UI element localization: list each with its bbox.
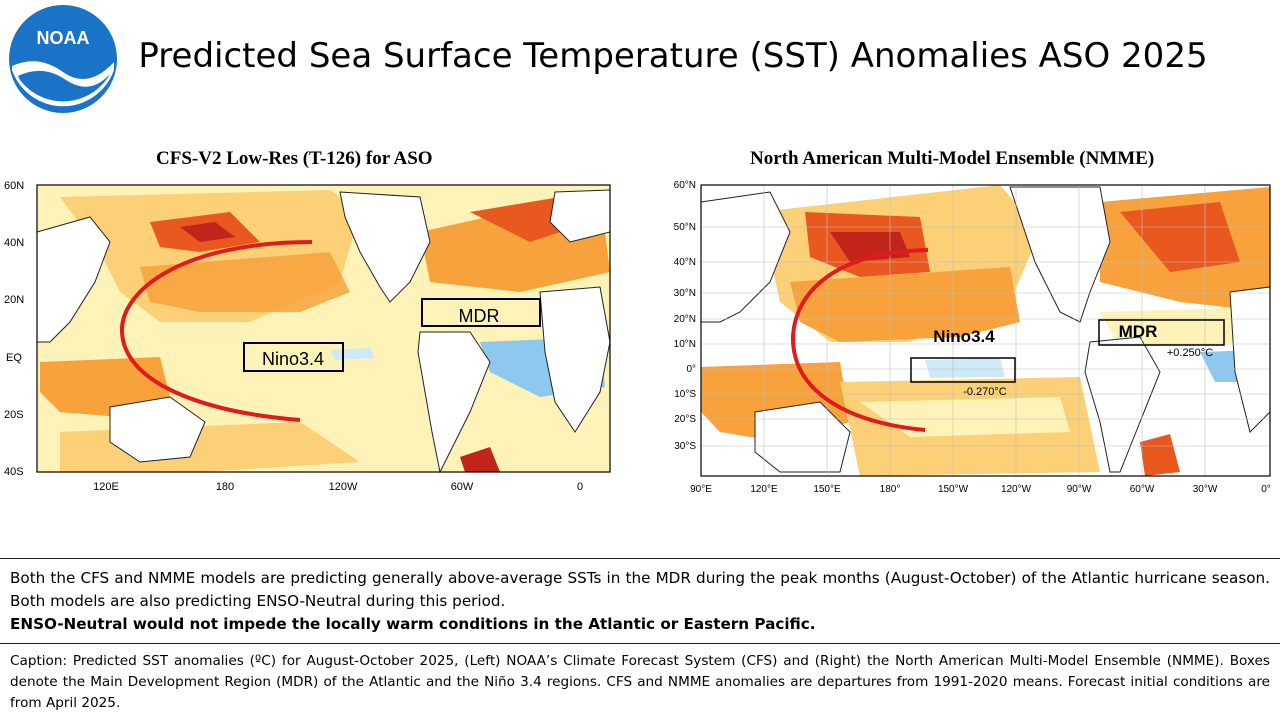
mdr-box xyxy=(1098,319,1225,346)
summary-emphasis: ENSO-Neutral would not impede the locall… xyxy=(10,615,816,633)
nino34-label: Nino3.4 xyxy=(933,327,995,346)
mdr-box xyxy=(421,298,541,327)
lon-label: 150°E xyxy=(813,484,841,495)
south-america-land xyxy=(417,331,491,474)
north-america-land xyxy=(1009,186,1111,323)
noaa-logo: NOAA xyxy=(8,4,118,114)
nmme-map: Nino3.4 -0.270°C MDR +0.250°C 60°N 50°N … xyxy=(674,180,1271,495)
pacific-cool xyxy=(330,348,375,360)
africa-land xyxy=(539,286,611,433)
nmme-frame xyxy=(700,184,1271,477)
lat-label: 60N xyxy=(4,180,24,192)
lon-label: 120E xyxy=(93,481,119,492)
lat-label: 10°S xyxy=(674,389,696,400)
lat-label: 20S xyxy=(4,409,24,421)
lat-label: 40°N xyxy=(674,257,696,268)
figure-caption: Caption: Predicted SST anomalies (ºC) fo… xyxy=(10,653,1270,711)
australia-land xyxy=(109,396,206,463)
nino34-box xyxy=(910,357,1016,383)
lon-label: 60°W xyxy=(1130,484,1155,495)
summary-text: Both the CFS and NMME models are predict… xyxy=(10,569,1270,610)
asia-land xyxy=(36,216,111,343)
europe-land xyxy=(549,189,611,243)
lon-label: 180° xyxy=(880,484,901,495)
lat-label: 40S xyxy=(4,466,24,478)
lat-label: 50°N xyxy=(674,222,696,233)
lat-label: 10°N xyxy=(674,339,696,350)
mdr-label: MDR xyxy=(459,306,500,326)
lon-label: 120W xyxy=(329,481,358,492)
lon-label: 120°E xyxy=(750,484,778,495)
asia-land xyxy=(700,191,791,323)
cfs-frame xyxy=(36,184,611,473)
lon-label: 180 xyxy=(216,481,234,492)
warm-arc xyxy=(790,248,929,432)
lon-label: 120°W xyxy=(1001,484,1032,495)
lat-label: 60°N xyxy=(674,180,696,191)
lon-label: 0° xyxy=(1261,484,1271,495)
nino34-box xyxy=(243,342,344,372)
lon-label: 30°W xyxy=(1193,484,1218,495)
warm-arc xyxy=(119,240,313,422)
lat-label: EQ xyxy=(6,352,22,364)
cfs-map: Nino3.4 MDR 60N 40N 20N EQ 20S 40S 120E … xyxy=(4,180,611,492)
lon-label: 90°W xyxy=(1067,484,1092,495)
pacific-cool xyxy=(925,358,1005,378)
lon-label: 60W xyxy=(451,481,474,492)
summary-box: Both the CFS and NMME models are predict… xyxy=(0,558,1280,644)
africa-land xyxy=(1229,286,1271,433)
nino34-value: -0.270°C xyxy=(963,386,1007,398)
south-america-land xyxy=(1084,336,1161,473)
left-map-title: CFS-V2 Low-Res (T-126) for ASO xyxy=(156,148,433,169)
lat-label: 0° xyxy=(686,364,696,375)
graticule xyxy=(701,185,1270,476)
lat-label: 20°N xyxy=(674,314,696,325)
lon-label: 0 xyxy=(577,481,583,492)
page-title: Predicted Sea Surface Temperature (SST) … xyxy=(138,36,1208,76)
right-map-title: North American Multi-Model Ensemble (NMM… xyxy=(750,148,1155,169)
lat-label: 40N xyxy=(4,237,24,249)
lat-label: 20N xyxy=(4,294,24,306)
lat-label: 30°S xyxy=(674,441,696,452)
logo-text: NOAA xyxy=(37,28,90,48)
north-america-land xyxy=(339,191,431,303)
nino34-label: Nino3.4 xyxy=(262,349,324,369)
mdr-label: MDR xyxy=(1119,322,1158,341)
mdr-value: +0.250°C xyxy=(1167,347,1213,359)
lat-label: 20°S xyxy=(674,414,696,425)
australia-land xyxy=(754,401,851,473)
lat-label: 30°N xyxy=(674,288,696,299)
lon-label: 90°E xyxy=(690,484,712,495)
lon-label: 150°W xyxy=(938,484,969,495)
